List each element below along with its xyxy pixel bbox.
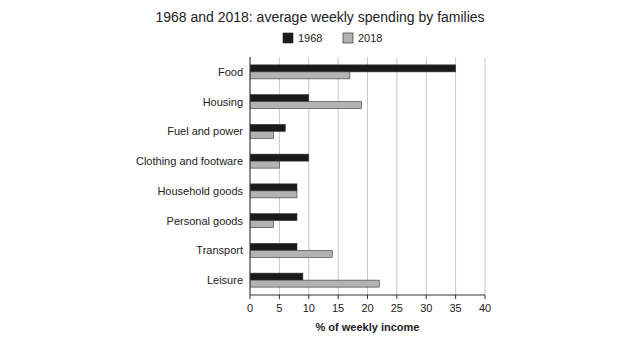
legend-label: 1968 xyxy=(298,32,322,44)
tick-label: 25 xyxy=(391,302,403,314)
category-label: Personal goods xyxy=(167,215,244,227)
grid-line xyxy=(367,57,368,295)
tick-mark xyxy=(367,295,368,299)
grid-line xyxy=(308,57,309,295)
bar xyxy=(250,95,309,102)
category-label: Housing xyxy=(203,96,243,108)
bar xyxy=(250,102,362,109)
tick-mark xyxy=(308,295,309,299)
tick-label: 30 xyxy=(420,302,432,314)
grid-line xyxy=(338,57,339,295)
tick-mark xyxy=(396,295,397,299)
grid-line xyxy=(250,57,251,295)
x-axis xyxy=(250,295,485,296)
tick-label: 15 xyxy=(332,302,344,314)
tick-mark xyxy=(279,295,280,299)
bar xyxy=(250,214,297,221)
grid-line xyxy=(455,57,456,295)
title: 1968 and 2018: average weekly spending b… xyxy=(155,9,484,25)
category-label: Food xyxy=(218,66,243,78)
grid-line xyxy=(396,57,397,295)
bar xyxy=(250,124,285,131)
chart-container: 1968 and 2018: average weekly spending b… xyxy=(0,0,640,350)
tick-label: 40 xyxy=(479,302,491,314)
bar xyxy=(250,154,309,161)
bar xyxy=(250,191,297,198)
category-label: Leisure xyxy=(207,274,243,286)
legend-label: 2018 xyxy=(358,32,382,44)
category-label: Transport xyxy=(196,244,243,256)
bar xyxy=(250,131,274,138)
tick-label: 10 xyxy=(303,302,315,314)
category-label: Household goods xyxy=(157,185,243,197)
tick-mark xyxy=(338,295,339,299)
tick-mark xyxy=(250,295,251,299)
legend-swatch xyxy=(343,33,353,43)
tick-label: 0 xyxy=(247,302,253,314)
grid-line xyxy=(426,57,427,295)
axis-label: % of weekly income xyxy=(316,321,420,333)
bar xyxy=(250,221,274,228)
tick-label: 20 xyxy=(361,302,373,314)
tick-mark xyxy=(426,295,427,299)
tick-mark xyxy=(485,295,486,299)
tick-label: 5 xyxy=(276,302,282,314)
bar xyxy=(250,184,297,191)
bars xyxy=(250,65,456,287)
bar xyxy=(250,280,379,287)
tick-label: 35 xyxy=(450,302,462,314)
bar xyxy=(250,243,297,250)
grid-line xyxy=(485,57,486,295)
legend-swatch xyxy=(283,33,293,43)
bar xyxy=(250,72,350,79)
bar xyxy=(250,273,303,280)
grid-line xyxy=(279,57,280,295)
chart-svg: 1968 and 2018: average weekly spending b… xyxy=(0,0,640,350)
bar xyxy=(250,65,456,72)
tick-mark xyxy=(455,295,456,299)
y-axis xyxy=(250,57,251,295)
category-label: Clothing and footware xyxy=(136,155,243,167)
category-label: Fuel and power xyxy=(167,125,243,137)
bar xyxy=(250,250,332,257)
bar xyxy=(250,161,279,168)
legend: 1968 2018 xyxy=(283,32,382,44)
